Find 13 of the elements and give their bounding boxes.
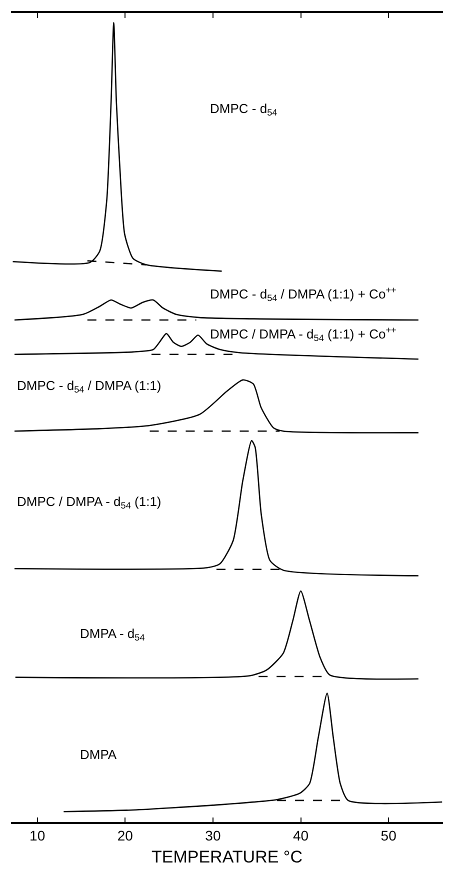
x-axis-title: TEMPERATURE °C — [152, 847, 302, 866]
annotation: DMPC - d$_{54}$ / DMPA (1:1) — [17, 378, 162, 395]
x-tick-label: 30 — [205, 828, 221, 844]
annotation: DMPA — [80, 747, 117, 762]
annotation: DMPC / DMPA - d$_{54}$ (1:1) + Co$^{++}$ — [210, 325, 396, 344]
annotation: DMPC - d$_{54}$ / DMPA (1:1) + Co$^{++}$ — [210, 285, 396, 304]
x-tick-label: 20 — [117, 828, 134, 844]
x-tick-label: 40 — [292, 828, 309, 844]
x-tick-label: 50 — [380, 828, 397, 844]
x-tick-label: 10 — [30, 828, 46, 844]
annotation: DMPC - d$_{54}$ — [210, 101, 278, 118]
annotation: DMPA - d$_{54}$ — [80, 626, 145, 643]
annotation: DMPC / DMPA - d$_{54}$ (1:1) — [17, 494, 162, 511]
